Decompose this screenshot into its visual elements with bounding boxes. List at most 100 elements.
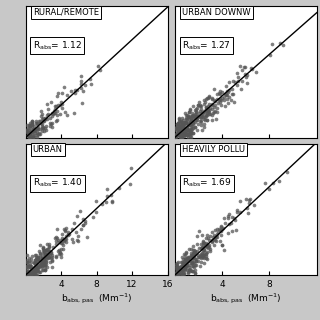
- Point: [242, 64, 247, 69]
- Point: [192, 262, 197, 267]
- Point: [193, 109, 198, 114]
- Point: [36, 132, 41, 137]
- Point: [179, 132, 184, 137]
- Point: [31, 126, 36, 132]
- Point: [203, 104, 208, 109]
- Point: [28, 268, 34, 274]
- Point: [34, 135, 39, 140]
- Point: [193, 250, 198, 255]
- Point: [180, 118, 186, 123]
- Point: [213, 237, 218, 242]
- Point: [204, 251, 209, 256]
- Point: [189, 260, 194, 266]
- Point: [207, 233, 212, 238]
- Point: [226, 216, 231, 221]
- Point: [199, 245, 204, 250]
- Point: [90, 215, 95, 220]
- Point: [31, 267, 36, 272]
- Point: [54, 108, 59, 114]
- Point: [246, 198, 251, 203]
- Point: [175, 122, 180, 127]
- Point: [179, 123, 184, 128]
- Point: [193, 259, 198, 264]
- Point: [182, 110, 188, 115]
- Point: [190, 256, 195, 261]
- Point: [200, 244, 205, 250]
- Point: [207, 248, 212, 253]
- Point: [254, 70, 259, 75]
- Point: [178, 134, 183, 139]
- Point: [79, 73, 84, 78]
- Point: [194, 259, 199, 264]
- Point: [201, 241, 206, 246]
- Point: [234, 70, 239, 76]
- Point: [179, 270, 184, 275]
- Point: [194, 109, 199, 114]
- Point: [104, 193, 109, 198]
- Point: [184, 126, 189, 131]
- Point: [193, 116, 198, 121]
- Point: [226, 212, 231, 217]
- Point: [37, 269, 42, 275]
- Point: [181, 132, 187, 137]
- Point: [33, 254, 38, 259]
- Point: [174, 127, 179, 132]
- Point: [24, 260, 29, 265]
- Point: [33, 261, 38, 266]
- Point: [176, 132, 181, 137]
- Point: [46, 243, 51, 248]
- Point: [42, 118, 47, 123]
- Point: [207, 108, 212, 113]
- Point: [28, 263, 34, 268]
- Point: [95, 63, 100, 68]
- Point: [173, 135, 178, 140]
- Point: [36, 127, 41, 132]
- Point: [29, 270, 34, 276]
- Point: [174, 132, 179, 137]
- Point: [74, 214, 79, 219]
- Point: [248, 196, 253, 201]
- Point: [27, 263, 32, 268]
- Point: [184, 251, 189, 256]
- Point: [32, 124, 37, 129]
- Point: [205, 109, 210, 115]
- Point: [35, 257, 40, 262]
- Point: [54, 227, 60, 232]
- Point: [57, 102, 62, 108]
- Point: [38, 251, 43, 256]
- Point: [63, 236, 68, 241]
- Point: [244, 73, 249, 78]
- Point: [44, 261, 49, 266]
- Point: [180, 134, 185, 140]
- Point: [32, 128, 37, 133]
- Point: [190, 251, 195, 256]
- Point: [182, 261, 188, 267]
- Point: [40, 262, 45, 267]
- Point: [267, 186, 272, 191]
- Point: [223, 220, 228, 225]
- Point: [204, 105, 209, 110]
- Point: [36, 258, 41, 263]
- Point: [175, 265, 180, 270]
- Point: [205, 245, 211, 251]
- Point: [75, 238, 80, 243]
- Point: [187, 127, 192, 132]
- Point: [180, 125, 186, 130]
- Point: [206, 106, 211, 111]
- Point: [40, 125, 45, 131]
- Point: [194, 113, 199, 118]
- Point: [192, 250, 197, 255]
- Point: [185, 128, 190, 133]
- Point: [43, 263, 48, 268]
- Point: [204, 240, 209, 245]
- Point: [190, 120, 196, 125]
- Point: [281, 42, 286, 47]
- Point: [37, 263, 42, 268]
- Point: [63, 225, 68, 230]
- Point: [40, 257, 45, 262]
- Point: [33, 267, 38, 272]
- Point: [61, 226, 67, 231]
- Text: R$_{\rm abs}$= 1.69: R$_{\rm abs}$= 1.69: [182, 177, 231, 189]
- Point: [39, 268, 44, 273]
- Point: [43, 260, 48, 265]
